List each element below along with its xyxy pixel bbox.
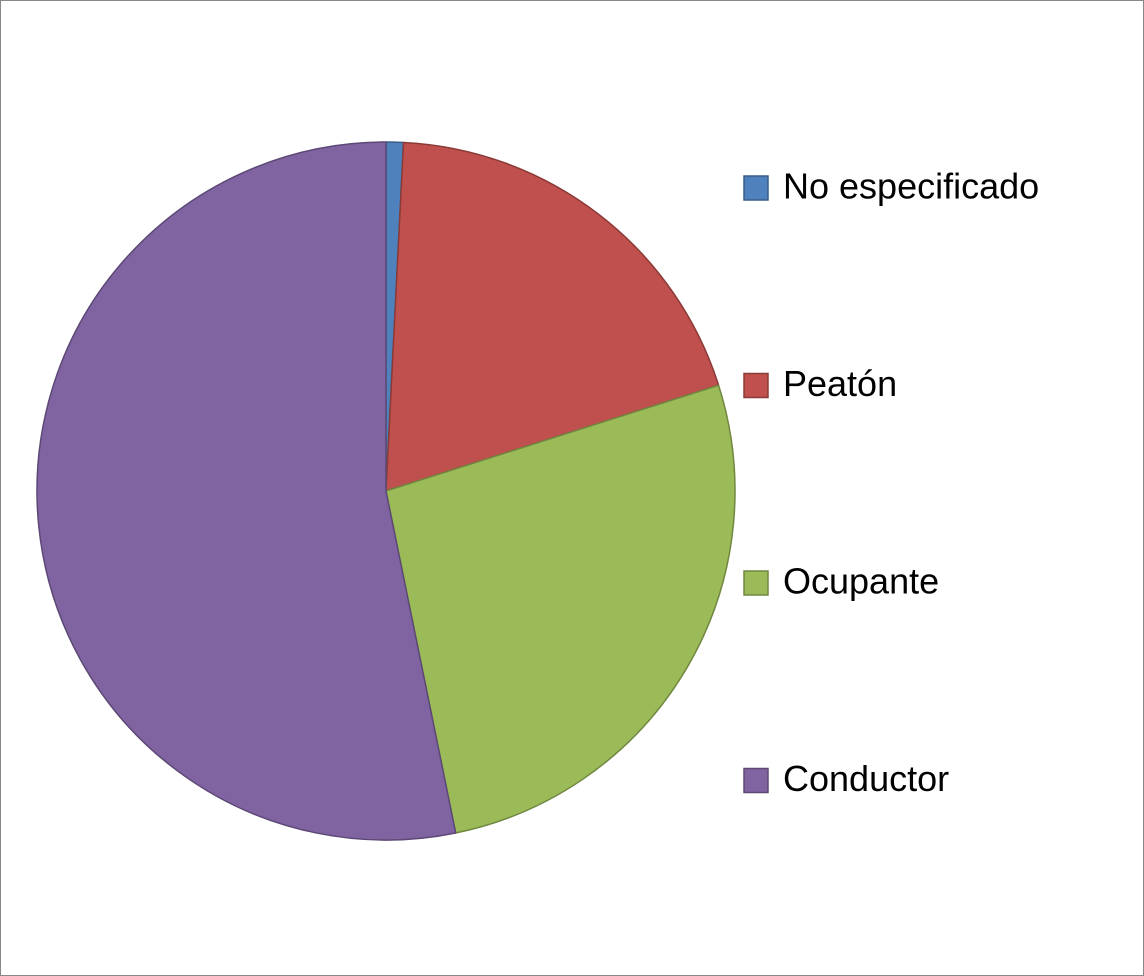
legend-label: Ocupante <box>783 561 939 602</box>
legend-label: Peatón <box>783 363 897 404</box>
legend-label: No especificado <box>783 166 1039 207</box>
pie-slice <box>36 141 457 841</box>
legend-swatch <box>743 372 769 399</box>
pie-slice <box>385 141 720 492</box>
legend-swatch <box>743 175 769 201</box>
legend-swatch <box>743 767 769 794</box>
legend-label: Conductor <box>783 758 949 799</box>
pie-slice <box>385 384 736 834</box>
legend-swatch <box>743 570 769 596</box>
